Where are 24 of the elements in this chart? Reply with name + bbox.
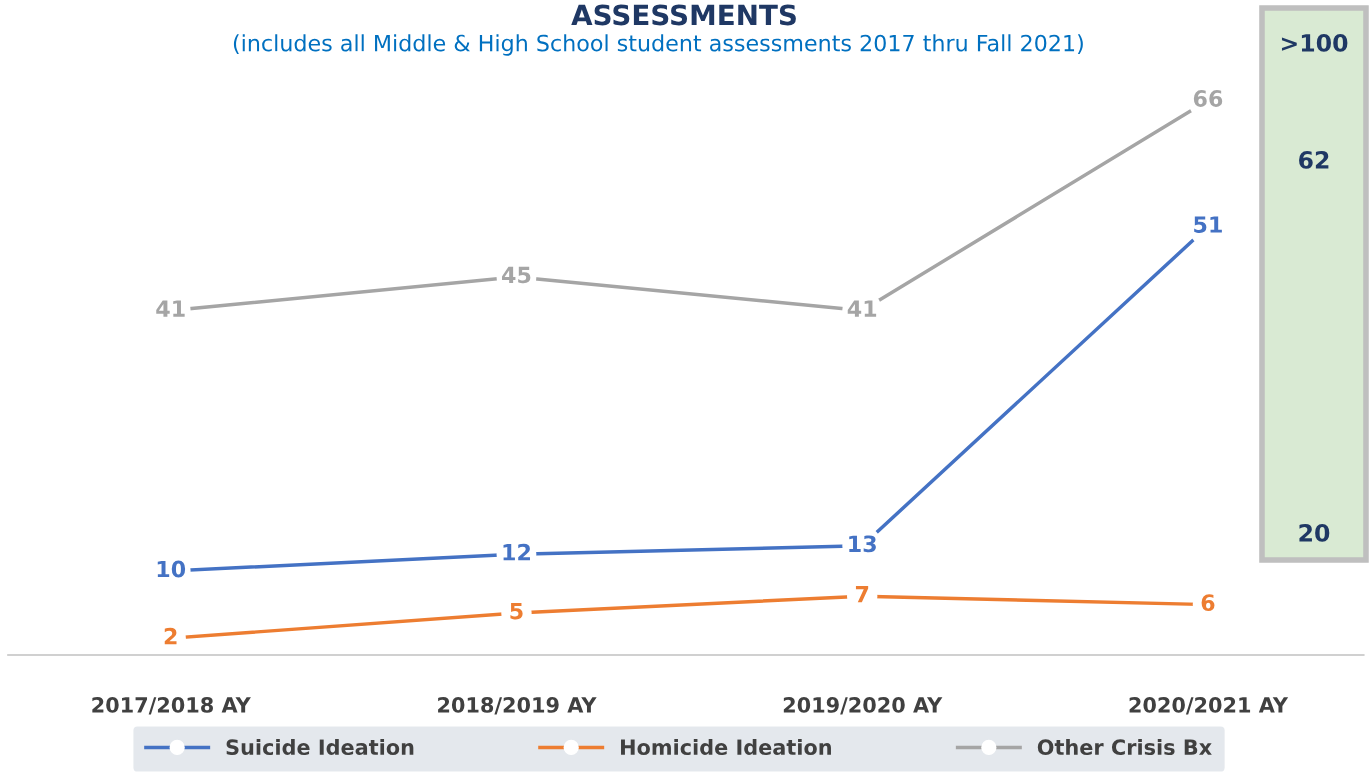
data-label: 45 (501, 266, 531, 284)
data-label: 6 (1201, 594, 1215, 612)
data-label: 12 (503, 543, 530, 561)
data-label: 66 (1193, 90, 1223, 107)
data-label: 2 (164, 627, 177, 645)
legend-label: Suicide Ideation (226, 738, 414, 756)
data-label: 13 (849, 535, 876, 553)
text: >100 (1281, 33, 1348, 52)
x-tick-label: 2020/2021 AY (1129, 697, 1289, 715)
data-label: 41 (156, 300, 185, 317)
data-label: 51 (1194, 216, 1222, 233)
annotation: 20 (1299, 523, 1330, 542)
legend-label: Other Crisis Bx (1037, 738, 1212, 756)
chart-subtitle: (includes all Middle & High School student assessments 2017 thru Fall 2021) (233, 34, 1083, 56)
x-tick-label: 2019/2020 AY (783, 697, 943, 715)
data-label: 5 (510, 602, 523, 620)
annotation: 62 (1299, 150, 1329, 169)
x-tick-label: 2018/2019 AY (438, 697, 597, 715)
data-label: 41 (847, 300, 877, 317)
legend-label: Homicide Ideation (621, 738, 831, 756)
data-label: 7 (855, 586, 869, 603)
data-label: 10 (157, 560, 186, 578)
chart-title: ASSESSMENTS (571, 4, 796, 26)
x-tick-label: 2017/2018 AY (92, 697, 251, 715)
